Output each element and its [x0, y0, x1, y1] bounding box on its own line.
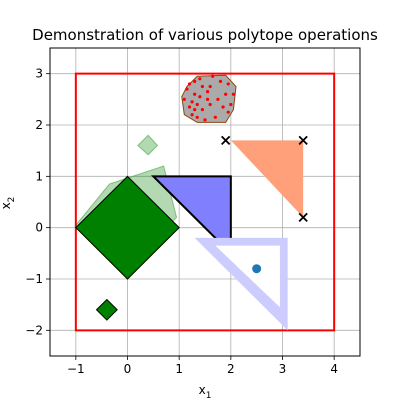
red-sample-point — [226, 82, 230, 86]
x-tick-label: 2 — [227, 362, 235, 376]
x-marker-stroke — [298, 135, 308, 146]
red-sample-point — [182, 97, 186, 101]
x-marker — [221, 135, 231, 146]
red-sample-point — [185, 87, 189, 91]
red-sample-point — [187, 82, 192, 86]
red-sample-point — [193, 79, 197, 83]
marker-layer — [182, 74, 308, 274]
red-sample-point — [226, 110, 230, 114]
red-sample-point — [224, 92, 228, 96]
x-tick-label: 1 — [175, 362, 183, 376]
x-axis-label-sub: 1 — [206, 391, 212, 400]
x-tick-label: 4 — [330, 362, 338, 376]
x-axis-label-main: x — [199, 383, 206, 397]
y-tick-label: 3 — [35, 67, 43, 81]
polygon-layer — [74, 72, 336, 332]
red-sample-point — [216, 97, 220, 101]
x-marker — [298, 135, 308, 146]
light-green-small-diamond — [137, 134, 159, 156]
salmon-triangle — [230, 140, 304, 218]
red-sample-point — [213, 115, 217, 119]
dark-green-small-diamond — [95, 298, 118, 321]
red-sample-point — [193, 108, 197, 112]
y-tick-label: −2 — [25, 323, 43, 337]
red-sample-point — [190, 113, 194, 117]
red-sample-point — [190, 100, 194, 104]
dark-green-diamond — [75, 175, 180, 280]
x-marker-stroke — [221, 135, 231, 146]
red-sample-point — [200, 84, 205, 89]
y-tick-label: −1 — [25, 272, 43, 286]
bounding-box — [74, 72, 336, 332]
red-sample-point — [208, 84, 212, 89]
x-marker-stroke — [298, 212, 308, 223]
red-sample-point — [208, 102, 212, 107]
red-sample-point — [193, 92, 197, 96]
red-sample-point — [195, 115, 199, 119]
red-sample-point — [221, 105, 225, 109]
y-tick-label: 2 — [35, 118, 43, 132]
x-tick-label: 3 — [279, 362, 287, 376]
tick-layer: −1 0 1 2 3 4 −2 −1 0 1 2 3 — [25, 67, 338, 376]
blue-triangle — [150, 175, 232, 256]
red-sample-point — [211, 74, 215, 78]
red-sample-point — [198, 77, 202, 81]
light-blue-hole — [215, 245, 280, 308]
plot-frame — [49, 47, 361, 357]
red-sample-point — [195, 102, 199, 107]
red-sample-point — [200, 108, 205, 112]
x-tick-label: 0 — [124, 362, 132, 376]
y-axis-label: x2 — [0, 197, 17, 210]
red-sample-point — [205, 97, 210, 101]
y-axis-label-sub: 2 — [7, 197, 17, 203]
red-sample-point — [187, 105, 192, 109]
red-sample-point — [231, 92, 236, 96]
red-sample-point — [203, 118, 207, 122]
red-sample-point — [205, 90, 210, 94]
x-tick-label: −1 — [67, 362, 85, 376]
red-sample-point — [218, 79, 223, 83]
chart-title: Demonstration of various polytope operat… — [32, 26, 378, 44]
red-sample-point — [198, 95, 202, 99]
blue-point — [252, 264, 262, 274]
y-axis-label-main: x — [0, 202, 13, 209]
x-marker — [298, 212, 308, 223]
red-sample-point — [229, 102, 233, 107]
y-tick-label: 1 — [35, 169, 43, 183]
y-tick-label: 0 — [35, 221, 43, 235]
x-axis-label: x1 — [199, 383, 212, 400]
